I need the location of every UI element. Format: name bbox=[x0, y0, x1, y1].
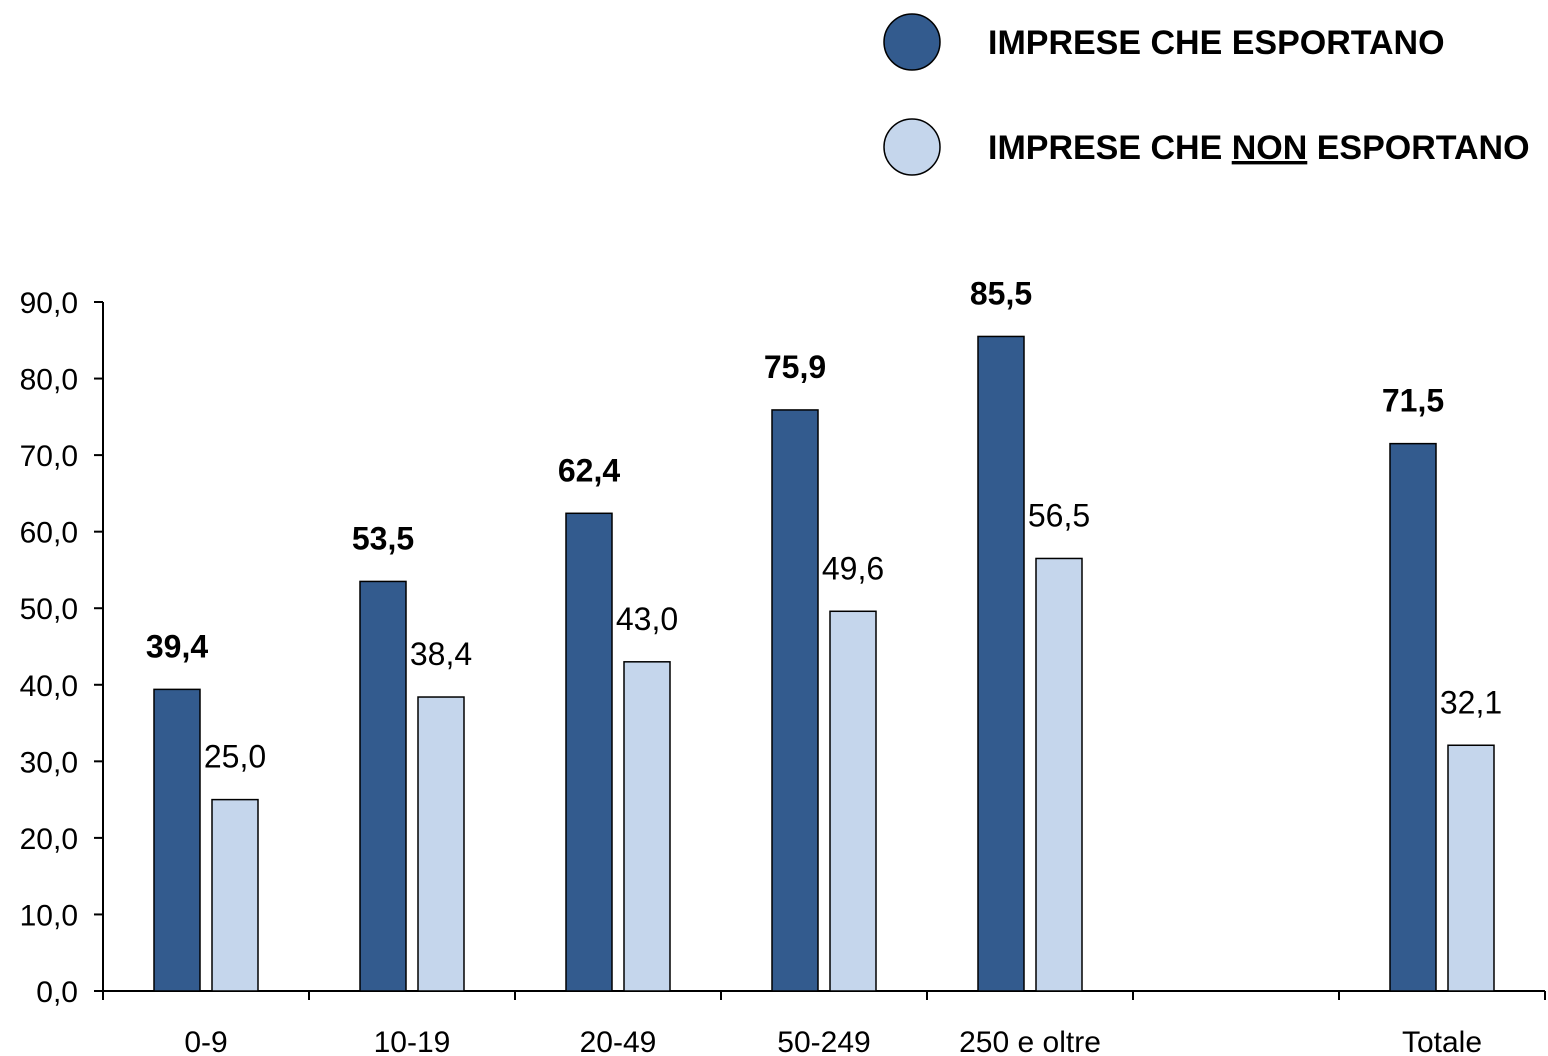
bar-esportano bbox=[1389, 442, 1437, 992]
x-category-label: 50-249 bbox=[777, 1026, 870, 1056]
y-tick-label: 20,0 bbox=[20, 823, 78, 856]
data-label-esportano: 53,5 bbox=[352, 520, 414, 556]
bar-non-esportano bbox=[623, 661, 671, 992]
bar-esportano bbox=[565, 512, 613, 992]
legend-label-1: IMPRESE CHE ESPORTANO bbox=[988, 24, 1445, 62]
y-tick-label: 10,0 bbox=[20, 899, 78, 932]
data-label-esportano: 62,4 bbox=[558, 452, 620, 488]
bar-non-esportano bbox=[211, 798, 259, 992]
bar-esportano bbox=[359, 580, 407, 992]
bar-esportano bbox=[977, 335, 1025, 992]
legend-marker-1 bbox=[883, 13, 941, 71]
x-category-label: 250 e oltre bbox=[959, 1026, 1101, 1056]
y-tick-label: 70,0 bbox=[20, 440, 78, 473]
y-tick-label: 60,0 bbox=[20, 517, 78, 550]
data-label-esportano: 71,5 bbox=[1382, 383, 1444, 419]
bar-non-esportano bbox=[1447, 744, 1495, 992]
y-tick-label: 0,0 bbox=[36, 976, 78, 1009]
bar-non-esportano bbox=[417, 696, 465, 992]
legend-label-part: ESPORTANO bbox=[1307, 129, 1529, 167]
data-label-non-esportano: 49,6 bbox=[822, 550, 884, 586]
data-label-esportano: 39,4 bbox=[146, 628, 208, 664]
bar-non-esportano bbox=[1035, 557, 1083, 992]
legend-label-underlined: NON bbox=[1232, 129, 1308, 167]
data-label-non-esportano: 32,1 bbox=[1440, 684, 1502, 720]
y-tick-label: 30,0 bbox=[20, 746, 78, 779]
x-category-label: 10-19 bbox=[374, 1026, 451, 1056]
bar-esportano bbox=[771, 409, 819, 992]
data-label-non-esportano: 56,5 bbox=[1028, 497, 1090, 533]
x-category-label: Totale bbox=[1402, 1026, 1482, 1056]
data-label-non-esportano: 38,4 bbox=[410, 636, 472, 672]
y-tick-label: 40,0 bbox=[20, 670, 78, 703]
bar-non-esportano bbox=[829, 610, 877, 992]
legend-label-part: IMPRESE CHE bbox=[988, 129, 1232, 167]
x-category-label: 20-49 bbox=[580, 1026, 657, 1056]
legend-label-part: IMPRESE CHE ESPORTANO bbox=[988, 24, 1445, 62]
legend-label-2: IMPRESE CHE NON ESPORTANO bbox=[988, 129, 1530, 167]
y-tick-label: 50,0 bbox=[20, 593, 78, 626]
legend-marker-2 bbox=[883, 118, 941, 176]
data-label-esportano: 75,9 bbox=[764, 349, 826, 385]
data-label-non-esportano: 25,0 bbox=[204, 739, 266, 775]
data-label-non-esportano: 43,0 bbox=[616, 601, 678, 637]
y-tick-label: 80,0 bbox=[20, 364, 78, 397]
x-category-label: 0-9 bbox=[184, 1026, 227, 1056]
bar-esportano bbox=[153, 688, 201, 992]
y-tick-label: 90,0 bbox=[20, 287, 78, 320]
data-label-esportano: 85,5 bbox=[970, 275, 1032, 311]
